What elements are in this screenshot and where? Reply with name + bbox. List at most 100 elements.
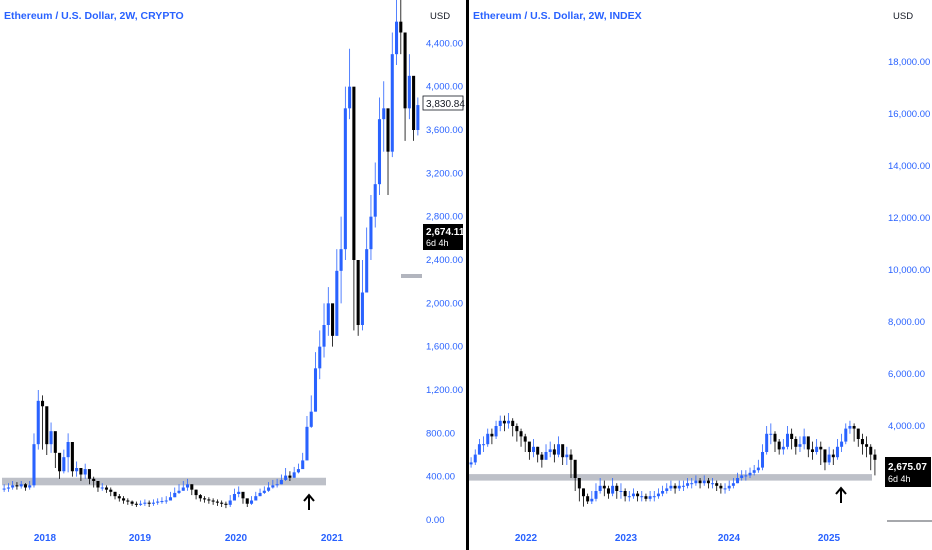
candle-body — [211, 500, 215, 502]
candle-body — [502, 420, 506, 424]
candle-body — [249, 500, 254, 504]
currency-label[interactable]: USD — [893, 11, 913, 22]
candle-body — [831, 454, 835, 458]
candle-body — [544, 452, 548, 460]
candle-body — [66, 442, 70, 458]
candle-body — [865, 444, 869, 447]
candle-body — [126, 500, 130, 502]
y-tick-label: 16,000.00 — [888, 109, 930, 120]
candle-body — [190, 484, 194, 490]
candle-body — [577, 478, 581, 489]
candle-body — [113, 491, 117, 497]
candle-body — [736, 478, 740, 484]
candle-body — [536, 446, 540, 455]
candle-body — [731, 483, 735, 486]
x-tick-label: 2019 — [129, 533, 152, 544]
candle-body — [761, 452, 765, 468]
candle-body — [677, 485, 681, 489]
panel-divider[interactable] — [466, 0, 469, 550]
candle-body — [19, 484, 23, 487]
candle-body — [220, 502, 224, 504]
chart-panel-crypto[interactable]: 4,400.00 4,000.00 3,600.00 3,200.00 2,800.00… — [0, 0, 466, 550]
candle-body — [773, 433, 777, 442]
candle-body — [181, 487, 185, 491]
candle-body — [100, 487, 104, 489]
candle-body — [322, 325, 326, 347]
candle-body — [748, 472, 752, 476]
candle-body — [117, 496, 121, 499]
candle-body — [224, 503, 228, 505]
candle-body — [727, 485, 731, 489]
candle-body — [706, 480, 710, 484]
candle-body — [335, 270, 339, 336]
candle-body — [377, 119, 382, 185]
candle-body — [469, 462, 473, 465]
candle-body — [711, 483, 715, 485]
candle-body — [852, 426, 856, 429]
y-tick-label: 3,600.00 — [426, 125, 463, 136]
candle-body — [275, 484, 279, 486]
chart-title: Ethereum / U.S. Dollar, 2W, CRYPTO — [4, 10, 184, 22]
candle-body — [151, 502, 155, 504]
candle-body — [258, 492, 262, 497]
candle-body — [532, 446, 536, 452]
candle-body — [598, 485, 602, 491]
candle-body — [343, 108, 347, 250]
candle-body — [540, 454, 544, 460]
candle-body — [652, 496, 656, 498]
y-tick-label: 2,000.00 — [426, 298, 463, 309]
y-tick-label: 4,400.00 — [426, 38, 463, 49]
candle-body — [83, 469, 87, 475]
y-tick-label: 18,000.00 — [888, 57, 930, 68]
price-label-current-text: 2,674.11 — [426, 227, 465, 238]
candle-body — [194, 489, 198, 496]
chart-panel-index[interactable]: 18,000.00 16,000.00 14,000.00 12,000.00 10,0… — [469, 0, 932, 550]
candle-body — [403, 32, 407, 109]
candle-body — [232, 494, 236, 501]
candle-body — [815, 446, 819, 452]
candle-body — [313, 368, 318, 412]
candle-body — [237, 491, 241, 494]
candle-body — [156, 501, 160, 503]
candle-body — [241, 491, 245, 499]
candle-body — [665, 488, 669, 491]
candle-body — [254, 496, 258, 501]
candle-body — [802, 436, 806, 445]
candle-body — [271, 485, 275, 488]
candle-body — [412, 75, 416, 130]
candle-body — [309, 411, 313, 427]
candle-body — [490, 433, 494, 437]
candle-body — [561, 444, 565, 458]
candle-body — [552, 449, 556, 455]
currency-label[interactable]: USD — [430, 11, 450, 22]
candle-body — [143, 502, 147, 504]
candle-body — [498, 420, 502, 426]
candle-body — [636, 493, 640, 497]
candle-body — [228, 500, 232, 505]
candle-body — [648, 496, 652, 499]
price-label-last: 3,830.84 — [422, 95, 465, 111]
candle-body — [2, 488, 6, 490]
candle-body — [45, 406, 49, 445]
candle-body — [507, 420, 511, 424]
candle-body — [416, 105, 420, 130]
candle-body — [70, 442, 74, 472]
candle-body — [690, 483, 694, 485]
candle-body — [477, 444, 481, 455]
candlestick-chart-index[interactable]: 18,000.00 16,000.00 14,000.00 12,000.00 10,0… — [469, 0, 932, 550]
candle-body — [373, 184, 377, 217]
candle-body — [494, 426, 498, 437]
candle-body — [523, 436, 527, 442]
candle-body — [594, 491, 598, 499]
candle-body — [798, 444, 802, 447]
candle-body — [160, 501, 164, 503]
candle-body — [756, 467, 760, 471]
candle-body — [673, 485, 677, 489]
candle-body — [305, 426, 309, 461]
candle-body — [15, 485, 19, 487]
candlestick-chart-crypto[interactable]: 4,400.00 4,000.00 3,600.00 3,200.00 2,800.00… — [0, 0, 466, 550]
candle-body — [873, 454, 877, 460]
candle-body — [203, 498, 207, 500]
candle-body — [339, 249, 343, 271]
candle-body — [352, 86, 356, 261]
